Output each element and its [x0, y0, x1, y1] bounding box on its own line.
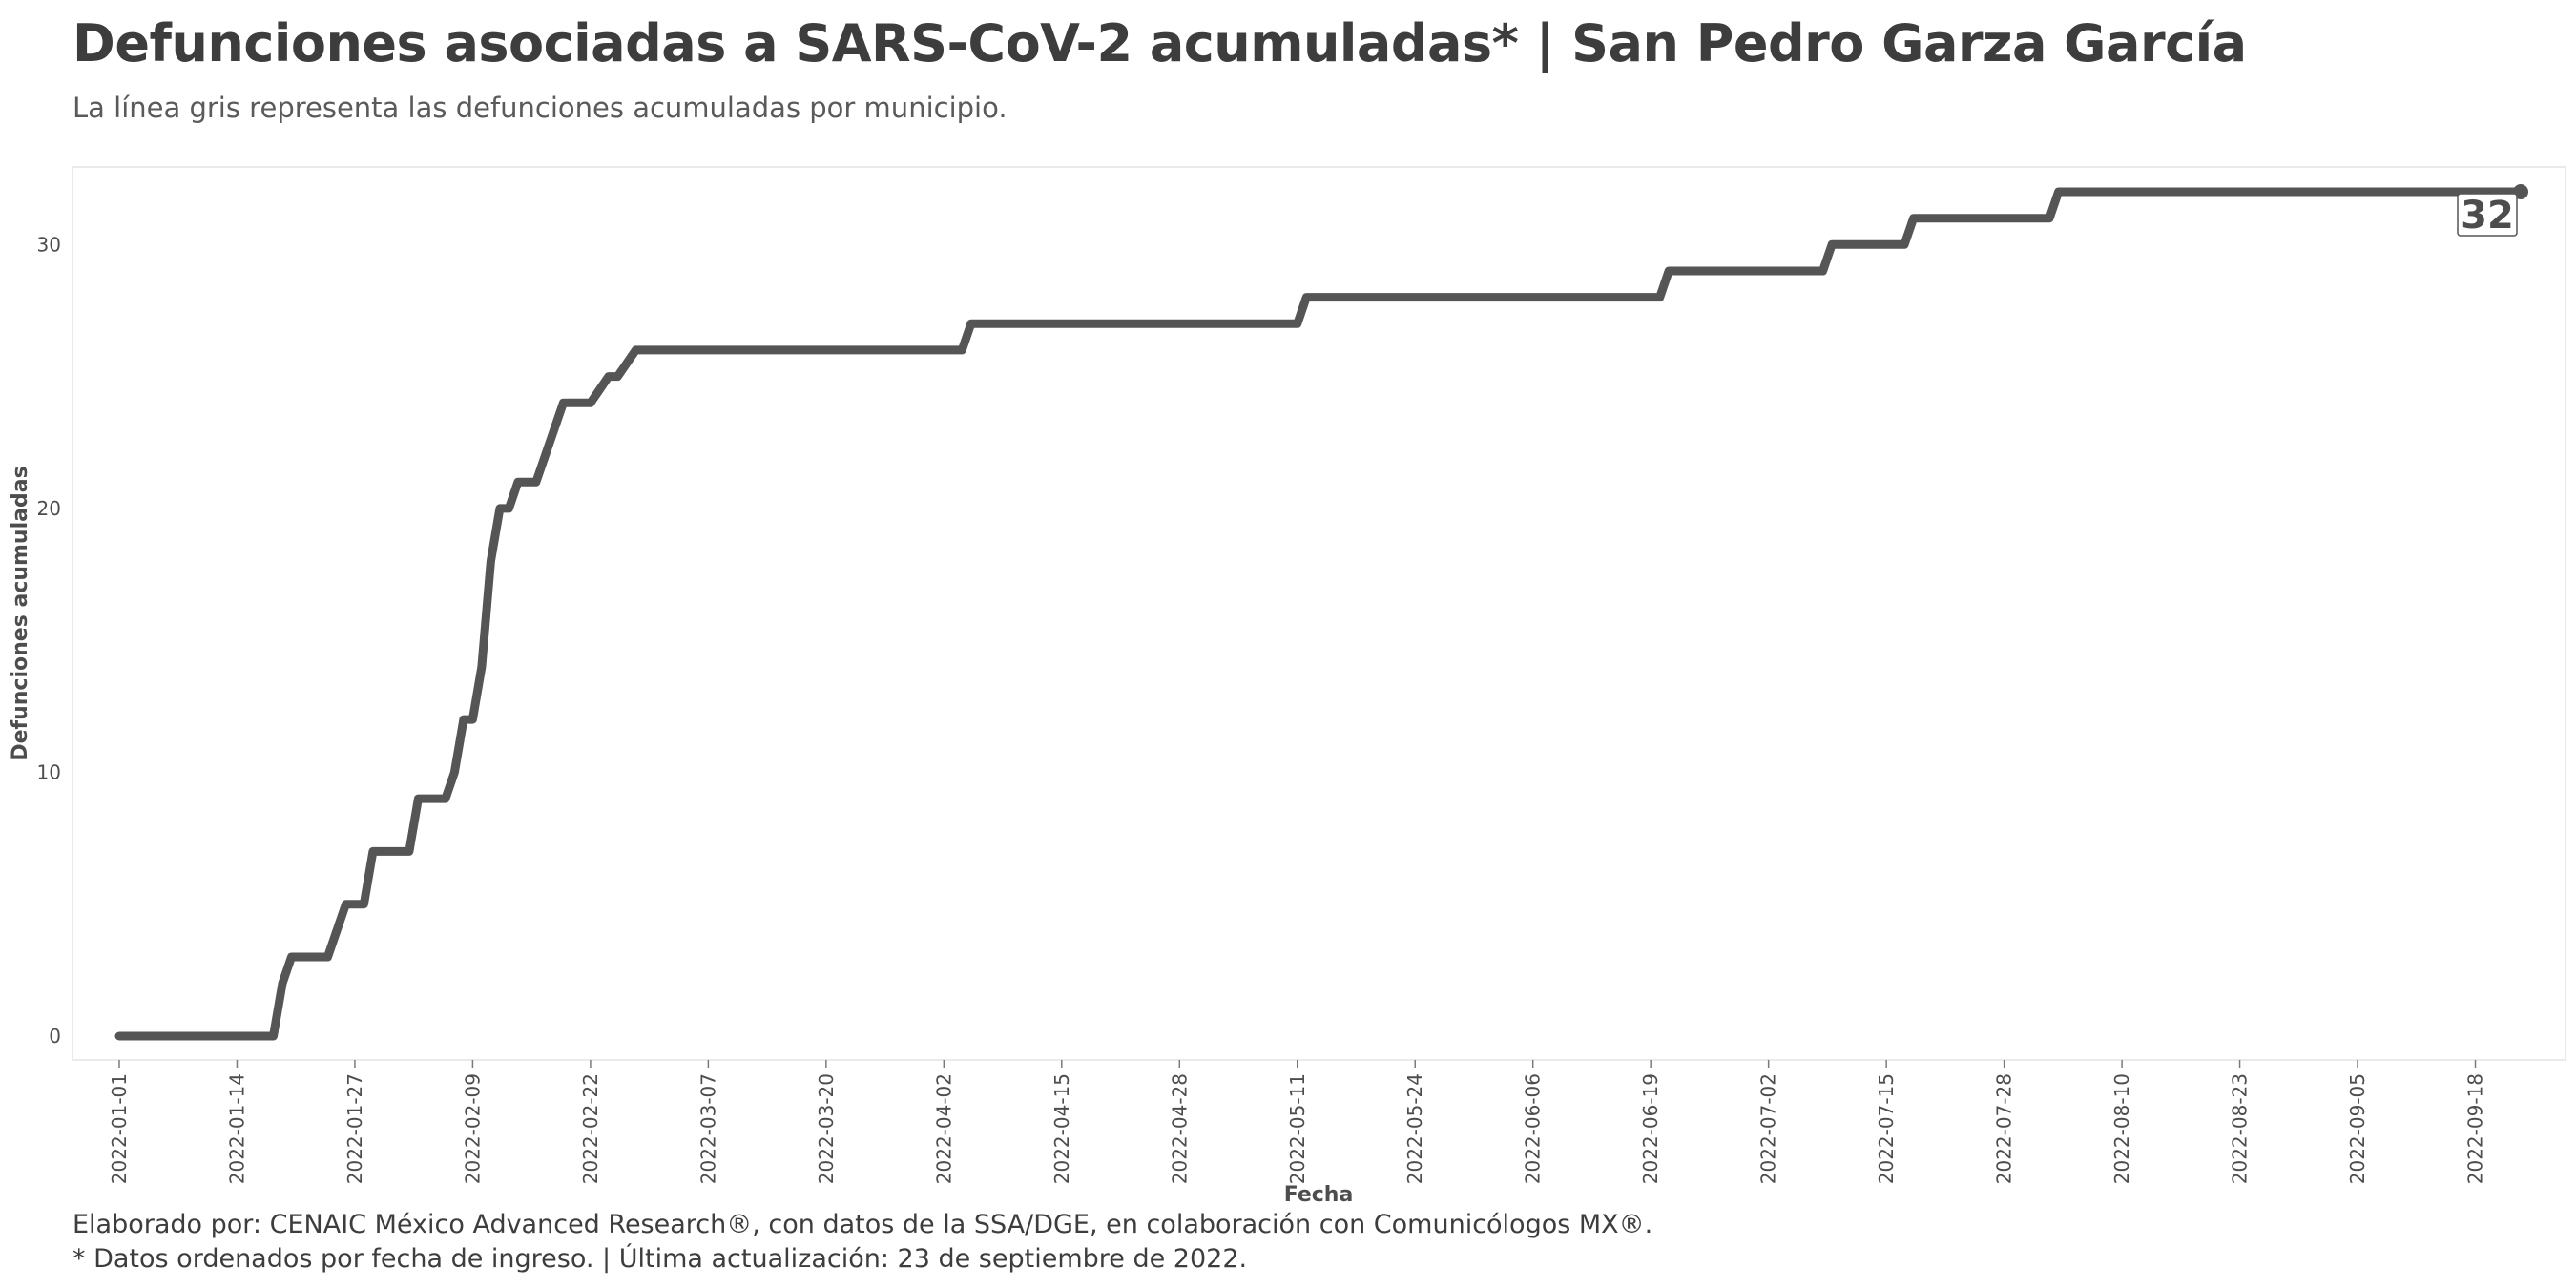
- x-tick-label: 2022-05-11: [1286, 1073, 1309, 1184]
- x-tick-label: 2022-02-22: [579, 1073, 602, 1184]
- x-tick-label: 2022-07-02: [1757, 1073, 1780, 1184]
- x-tick-label: 2022-04-02: [932, 1073, 955, 1184]
- end-value-label: 32: [2461, 194, 2514, 238]
- x-tick-label: 2022-01-01: [108, 1073, 131, 1184]
- y-tick-label: 30: [37, 233, 61, 256]
- x-tick-label: 2022-03-07: [696, 1073, 719, 1184]
- chart-subtitle: La línea gris representa las defunciones…: [73, 92, 1008, 124]
- x-axis-title: Fecha: [1284, 1183, 1354, 1207]
- x-tick-label: 2022-07-28: [1993, 1073, 2016, 1184]
- x-tick-label: 2022-05-24: [1403, 1073, 1426, 1184]
- y-tick-label: 0: [49, 1025, 61, 1048]
- x-tick-label: 2022-09-05: [2346, 1073, 2369, 1184]
- y-axis-title: Defunciones acumuladas: [9, 466, 32, 760]
- x-tick-label: 2022-08-10: [2110, 1073, 2133, 1184]
- x-tick-label: 2022-07-15: [1875, 1073, 1898, 1184]
- x-tick-label: 2022-04-28: [1168, 1073, 1191, 1184]
- x-tick-label: 2022-06-06: [1522, 1073, 1545, 1184]
- x-tick-label: 2022-02-09: [461, 1073, 484, 1184]
- series-layer: 32: [114, 184, 2528, 1041]
- x-tick-label: 2022-08-23: [2229, 1073, 2252, 1184]
- update-caption: * Datos ordenados por fecha de ingreso. …: [73, 1244, 1248, 1274]
- y-tick-label: 10: [37, 760, 61, 783]
- x-axis: 2022-01-01 2022-01-14 2022-01-27 2022-02-09…: [108, 1060, 2487, 1184]
- y-axis: 0 10 20 30: [37, 233, 61, 1048]
- series-line: [114, 187, 2525, 1041]
- plot-area-border: [72, 166, 2566, 1061]
- end-label-box: [2457, 193, 2518, 237]
- x-tick-label: 2022-09-18: [2464, 1073, 2487, 1184]
- x-tick-label: 2022-01-14: [225, 1073, 248, 1184]
- x-tick-label: 2022-06-19: [1639, 1073, 1662, 1184]
- chart-title: Defunciones asociadas a SARS-CoV-2 acumu…: [73, 13, 2247, 73]
- source-caption: Elaborado por: CENAIC México Advanced Re…: [73, 1210, 1653, 1239]
- x-tick-label: 2022-04-15: [1050, 1073, 1073, 1184]
- x-tick-label: 2022-03-20: [815, 1073, 838, 1184]
- x-tick-label: 2022-01-27: [343, 1073, 366, 1184]
- y-tick-label: 20: [37, 497, 61, 520]
